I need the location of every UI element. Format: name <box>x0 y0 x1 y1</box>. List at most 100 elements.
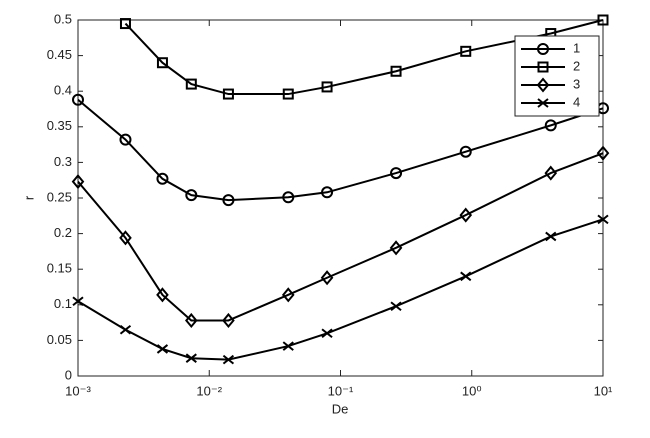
marker <box>282 191 295 204</box>
marker-shape <box>389 240 403 256</box>
marker-shape <box>545 231 557 242</box>
marker <box>321 81 333 93</box>
marker-shape <box>281 287 295 303</box>
marker <box>536 77 550 93</box>
marker <box>459 207 473 223</box>
marker-shape <box>597 214 609 225</box>
marker <box>545 231 557 242</box>
marker <box>185 78 197 90</box>
marker-shape <box>222 354 235 365</box>
y-tick-label: 0.1 <box>54 296 72 311</box>
marker <box>537 43 549 55</box>
x-tick-label: 10¹ <box>594 383 613 398</box>
marker-shape <box>597 14 609 26</box>
marker <box>156 172 169 185</box>
marker-shape <box>459 207 473 223</box>
y-tick-label: 0.3 <box>54 154 72 169</box>
marker-shape <box>596 145 610 161</box>
marker-shape <box>537 98 549 108</box>
marker-shape <box>282 341 294 351</box>
marker <box>544 119 557 132</box>
marker-shape <box>156 287 169 303</box>
marker-shape <box>185 312 198 329</box>
marker-shape <box>460 45 472 57</box>
marker <box>119 18 131 30</box>
marker-shape <box>321 328 333 339</box>
marker <box>222 312 235 329</box>
marker <box>537 61 549 73</box>
marker-shape <box>185 189 198 202</box>
marker <box>185 312 198 329</box>
marker-shape <box>282 191 295 204</box>
marker <box>390 65 402 77</box>
marker <box>156 57 168 69</box>
marker <box>460 45 472 57</box>
marker-shape <box>222 312 235 329</box>
y-axis-label: r <box>21 195 36 200</box>
marker <box>119 230 132 246</box>
marker <box>71 174 85 190</box>
marker <box>281 287 295 303</box>
marker <box>119 133 132 146</box>
marker-shape <box>320 270 334 286</box>
marker-shape <box>71 174 85 190</box>
marker <box>72 93 84 106</box>
marker <box>222 354 235 365</box>
marker <box>544 165 558 181</box>
marker-shape <box>390 167 403 180</box>
y-tick-label: 0.2 <box>54 225 72 240</box>
marker-shape <box>185 78 197 90</box>
marker-shape <box>156 172 169 185</box>
marker <box>282 341 294 351</box>
marker-shape <box>156 57 168 69</box>
marker <box>156 287 169 303</box>
marker <box>389 240 403 256</box>
y-tick-label: 0.5 <box>54 11 72 26</box>
y-tick-label: 0.4 <box>54 83 72 98</box>
marker <box>119 324 132 335</box>
marker <box>597 214 609 225</box>
marker <box>460 271 472 282</box>
legend-label: 1 <box>573 40 580 55</box>
marker-shape <box>222 88 234 100</box>
marker-shape <box>119 324 132 335</box>
marker <box>596 145 610 161</box>
x-tick-label: 10⁻² <box>196 383 222 398</box>
series-line <box>124 19 604 96</box>
marker-shape <box>72 93 84 106</box>
marker <box>537 98 549 108</box>
marker-shape <box>156 344 169 354</box>
y-tick-label: 0.45 <box>47 47 72 62</box>
marker-shape <box>119 18 131 30</box>
marker-shape <box>185 353 197 363</box>
marker-shape <box>460 271 472 282</box>
y-tick-label: 0.15 <box>47 261 72 276</box>
marker <box>72 296 84 307</box>
marker <box>320 270 334 286</box>
marker-shape <box>119 230 132 246</box>
marker <box>282 88 294 100</box>
marker <box>185 353 197 363</box>
marker-shape <box>321 186 334 199</box>
y-tick-label: 0.25 <box>47 189 72 204</box>
marker-shape <box>72 296 84 307</box>
marker-shape <box>390 301 402 312</box>
marker <box>459 145 472 158</box>
marker-shape <box>544 165 558 181</box>
marker <box>185 189 198 202</box>
series-line <box>77 98 604 202</box>
marker-shape <box>544 119 557 132</box>
marker-shape <box>536 77 550 93</box>
marker-shape <box>282 88 294 100</box>
marker <box>390 167 403 180</box>
legend-label: 4 <box>573 94 580 109</box>
marker-shape <box>222 194 235 207</box>
x-tick-label: 10⁰ <box>462 383 482 398</box>
x-tick-label: 10⁻¹ <box>328 383 354 398</box>
marker-shape <box>459 145 472 158</box>
marker <box>222 88 234 100</box>
marker <box>156 344 169 354</box>
y-tick-label: 0.05 <box>47 332 72 347</box>
y-tick-label: 0.35 <box>47 118 72 133</box>
legend-label: 3 <box>573 76 580 91</box>
